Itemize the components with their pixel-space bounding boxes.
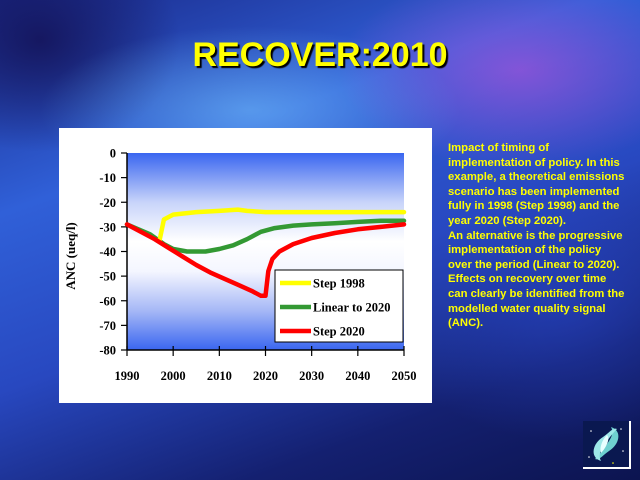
legend-label: Linear to 2020 [313, 301, 391, 315]
series-lines [124, 207, 407, 299]
chart-legend: Step 1998 Linear to 2020 Step 2020 [274, 269, 404, 343]
x-tick-label: 2000 [161, 369, 186, 383]
x-tick-label: 2020 [253, 369, 278, 383]
description-text: Impact of timing of implementation of po… [448, 141, 628, 331]
x-tick-label: 2010 [207, 369, 232, 383]
y-tick-label: -80 [99, 344, 116, 358]
axes: 0 -10 -20 -30 -40 -50 -60 -70 -80 1990 2000 2010 202… [99, 147, 416, 384]
x-tick-label: 1990 [115, 369, 140, 383]
series-line-step-1998 [157, 207, 407, 244]
series-line-step-2020 [124, 222, 407, 299]
x-tick-label: 2030 [299, 369, 324, 383]
anc-line-chart: 0 -10 -20 -30 -40 -50 -60 -70 -80 1990 2000 2010 202… [63, 147, 417, 384]
y-tick-label: -30 [99, 220, 116, 234]
x-tick-label: 2050 [392, 369, 417, 383]
slide-title: RECOVER:2010 [192, 36, 448, 74]
y-tick-label: -20 [99, 196, 116, 210]
y-tick-label: -40 [99, 245, 116, 259]
recover-logo-icon [583, 421, 631, 469]
y-axis-label: ANC (ueq/l) [63, 222, 78, 290]
description-paragraph-1: Impact of timing of implementation of po… [448, 142, 625, 227]
legend-label: Step 1998 [313, 277, 365, 291]
x-tick-label: 2040 [345, 369, 370, 383]
y-tick-label: -50 [99, 270, 116, 284]
y-tick-label: -70 [99, 319, 116, 333]
chart-panel: 0 -10 -20 -30 -40 -50 -60 -70 -80 1990 2000 2010 202… [59, 128, 432, 403]
description-paragraph-2: An alternative is the progressive implem… [448, 229, 625, 330]
y-tick-label: -10 [99, 171, 116, 185]
y-tick-label: -60 [99, 294, 116, 308]
y-tick-label: 0 [110, 147, 116, 161]
legend-label: Step 2020 [313, 325, 365, 339]
